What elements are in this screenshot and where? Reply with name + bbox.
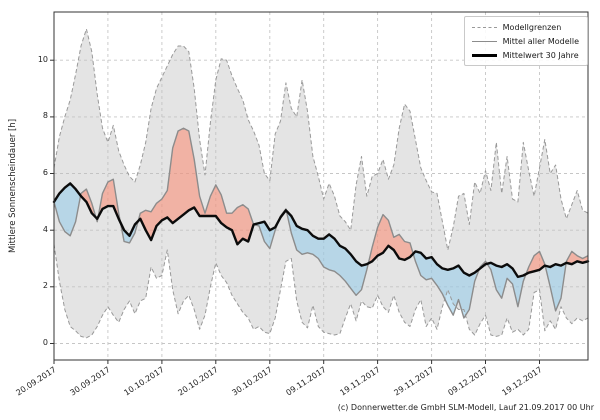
legend-label: Modellgrenzen: [502, 22, 562, 32]
gray-line-sample-icon: [471, 40, 497, 42]
y-tick-label: 4: [42, 224, 48, 234]
legend-label: Mittel aller Modelle: [502, 36, 579, 46]
legend: Modellgrenzen Mittel aller Modelle Mitte…: [463, 16, 588, 66]
y-tick-label: 0: [42, 338, 48, 347]
black-line-sample-icon: [471, 53, 497, 57]
model-mean-line: [53, 127, 589, 319]
mean-30y-line: [52, 182, 590, 279]
dashed-line-sample-icon: [471, 26, 497, 28]
y-tick-label: 2: [42, 281, 48, 291]
legend-item-model-mean: Mittel aller Modelle: [471, 36, 579, 46]
y-tick-label: 10: [37, 54, 48, 64]
lower-bound-line: [53, 244, 589, 339]
above-normal-area: [54, 128, 588, 277]
y-tick-label: 8: [42, 111, 48, 121]
legend-item-30y-mean: Mittelwert 30 Jahre: [471, 50, 579, 60]
axes-frame: [53, 11, 589, 361]
model-envelope-area: [54, 29, 588, 338]
y-tick-label: 6: [42, 168, 48, 177]
legend-label: Mittelwert 30 Jahre: [502, 50, 579, 60]
legend-item-model-bounds: Modellgrenzen: [471, 22, 579, 32]
copyright-caption: (c) Donnerwetter.de GmbH SLM-Modell, Lau…: [337, 403, 594, 412]
y-axis-label: Mittlere Sonnenscheindauer [h]: [8, 118, 18, 254]
upper-bound-line: [53, 28, 589, 251]
below-normal-area: [54, 183, 588, 318]
